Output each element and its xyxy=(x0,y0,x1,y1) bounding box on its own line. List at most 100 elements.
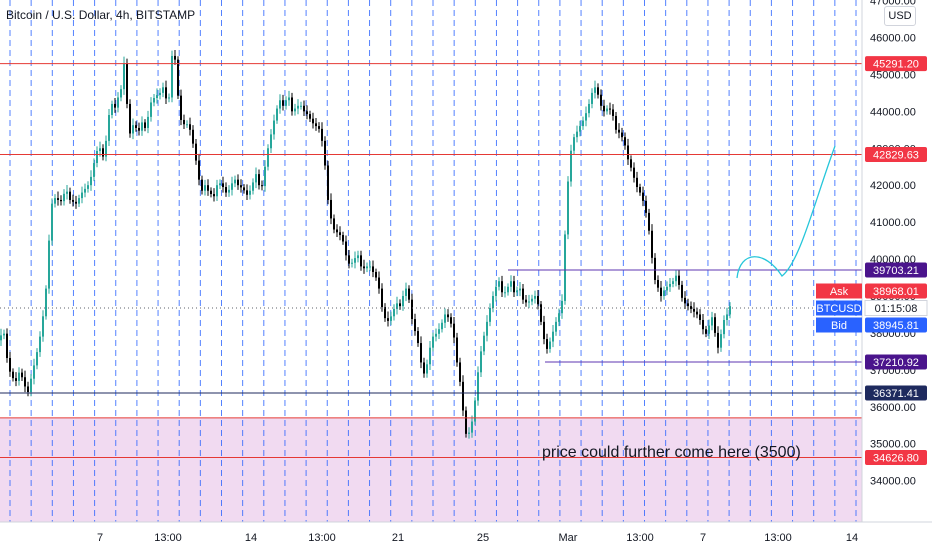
price-tick-label: 35000.00 xyxy=(870,439,916,451)
candle-body xyxy=(399,303,401,307)
support-zone xyxy=(0,417,862,522)
candle-body xyxy=(3,333,5,336)
candle-body xyxy=(528,301,530,303)
symbol-label-box[interactable] xyxy=(816,300,862,316)
time-tick-label: 13:00 xyxy=(308,532,336,544)
price-tag xyxy=(865,449,927,465)
candle-body xyxy=(597,87,599,95)
candle-body xyxy=(609,108,611,110)
candle-body xyxy=(207,185,209,191)
candle-body xyxy=(711,317,713,326)
time-tick-label: 7 xyxy=(700,532,706,544)
candle-body xyxy=(174,55,176,60)
candle-body xyxy=(213,194,215,197)
candle-body xyxy=(690,306,692,309)
currency-button[interactable]: USD xyxy=(884,6,916,26)
candle-body xyxy=(180,95,182,120)
time-tick-label: 13:00 xyxy=(154,532,182,544)
candle-body xyxy=(27,386,29,392)
time-tick-label: 25 xyxy=(477,532,489,544)
candle-body xyxy=(87,185,89,189)
candle-body xyxy=(240,185,242,188)
candle-body xyxy=(642,192,644,201)
candle-body xyxy=(591,92,593,104)
time-tick-label: 13:00 xyxy=(626,532,654,544)
bar-countdown: 01:15:08 xyxy=(875,303,918,315)
candle-body xyxy=(6,333,8,359)
projection-drawing[interactable] xyxy=(736,145,836,279)
candle-body xyxy=(666,286,668,291)
candle-body xyxy=(291,97,293,112)
candle-body xyxy=(384,307,386,319)
candle-body xyxy=(468,432,470,434)
candle-body xyxy=(120,89,122,98)
candle-body xyxy=(285,100,287,106)
candle-body xyxy=(606,108,608,112)
candle-body xyxy=(561,300,563,314)
candle-body xyxy=(576,131,578,138)
candle-body xyxy=(237,179,239,186)
candle-body xyxy=(708,325,710,334)
candle-body xyxy=(198,160,200,180)
price-tick-label: 45000.00 xyxy=(870,69,916,81)
time-axis-background xyxy=(0,522,932,550)
candle-body xyxy=(189,124,191,130)
candle-body xyxy=(63,193,65,202)
candle-body xyxy=(231,183,233,190)
candle-body xyxy=(696,311,698,315)
candle-body xyxy=(276,108,278,121)
candle-body xyxy=(669,283,671,287)
time-tick-label: 14 xyxy=(245,532,257,544)
candle-body xyxy=(318,126,320,129)
candle-body xyxy=(729,306,731,315)
candle-body xyxy=(705,329,707,334)
price-tag xyxy=(865,56,927,72)
price-tag-label: 37210.92 xyxy=(873,357,919,369)
candle-body xyxy=(657,279,659,288)
candle-body xyxy=(372,266,374,272)
candle-body xyxy=(459,362,461,382)
candle-body xyxy=(579,126,581,132)
candle-body xyxy=(159,92,161,96)
candle-body xyxy=(651,230,653,258)
candle-body xyxy=(594,87,596,93)
candle-body xyxy=(51,203,53,241)
candle-body xyxy=(645,200,647,213)
candle-body xyxy=(447,314,449,318)
candle-body xyxy=(498,281,500,287)
candle-body xyxy=(717,332,719,348)
candle-body xyxy=(168,97,170,99)
candle-body xyxy=(426,364,428,374)
bid-label-box xyxy=(816,317,862,333)
candle-body xyxy=(219,183,221,186)
time-tick-label: Mar xyxy=(559,532,578,544)
price-tick-label: 41000.00 xyxy=(870,217,916,229)
candle-body xyxy=(15,378,17,381)
candle-body xyxy=(255,174,257,183)
candle-body xyxy=(639,187,641,193)
candle-body xyxy=(417,331,419,344)
candle-body xyxy=(630,159,632,168)
candle-body xyxy=(339,232,341,236)
candle-body xyxy=(726,314,728,320)
candle-body xyxy=(234,179,236,184)
candle-body xyxy=(600,94,602,106)
time-tick-label: 21 xyxy=(392,532,404,544)
candle-body xyxy=(360,255,362,267)
candle-body xyxy=(270,134,272,149)
price-tag-label: 45291.20 xyxy=(873,59,919,71)
candle-body xyxy=(648,212,650,231)
candle-body xyxy=(105,140,107,157)
candle-body xyxy=(456,337,458,363)
candle-body xyxy=(156,95,158,99)
candle-body xyxy=(438,329,440,334)
candle-body xyxy=(222,183,224,188)
candle-body xyxy=(354,258,356,263)
candle-body xyxy=(321,128,323,141)
candle-body xyxy=(429,347,431,365)
candle-body xyxy=(18,372,20,381)
candle-body xyxy=(552,331,554,342)
candle-body xyxy=(450,317,452,324)
